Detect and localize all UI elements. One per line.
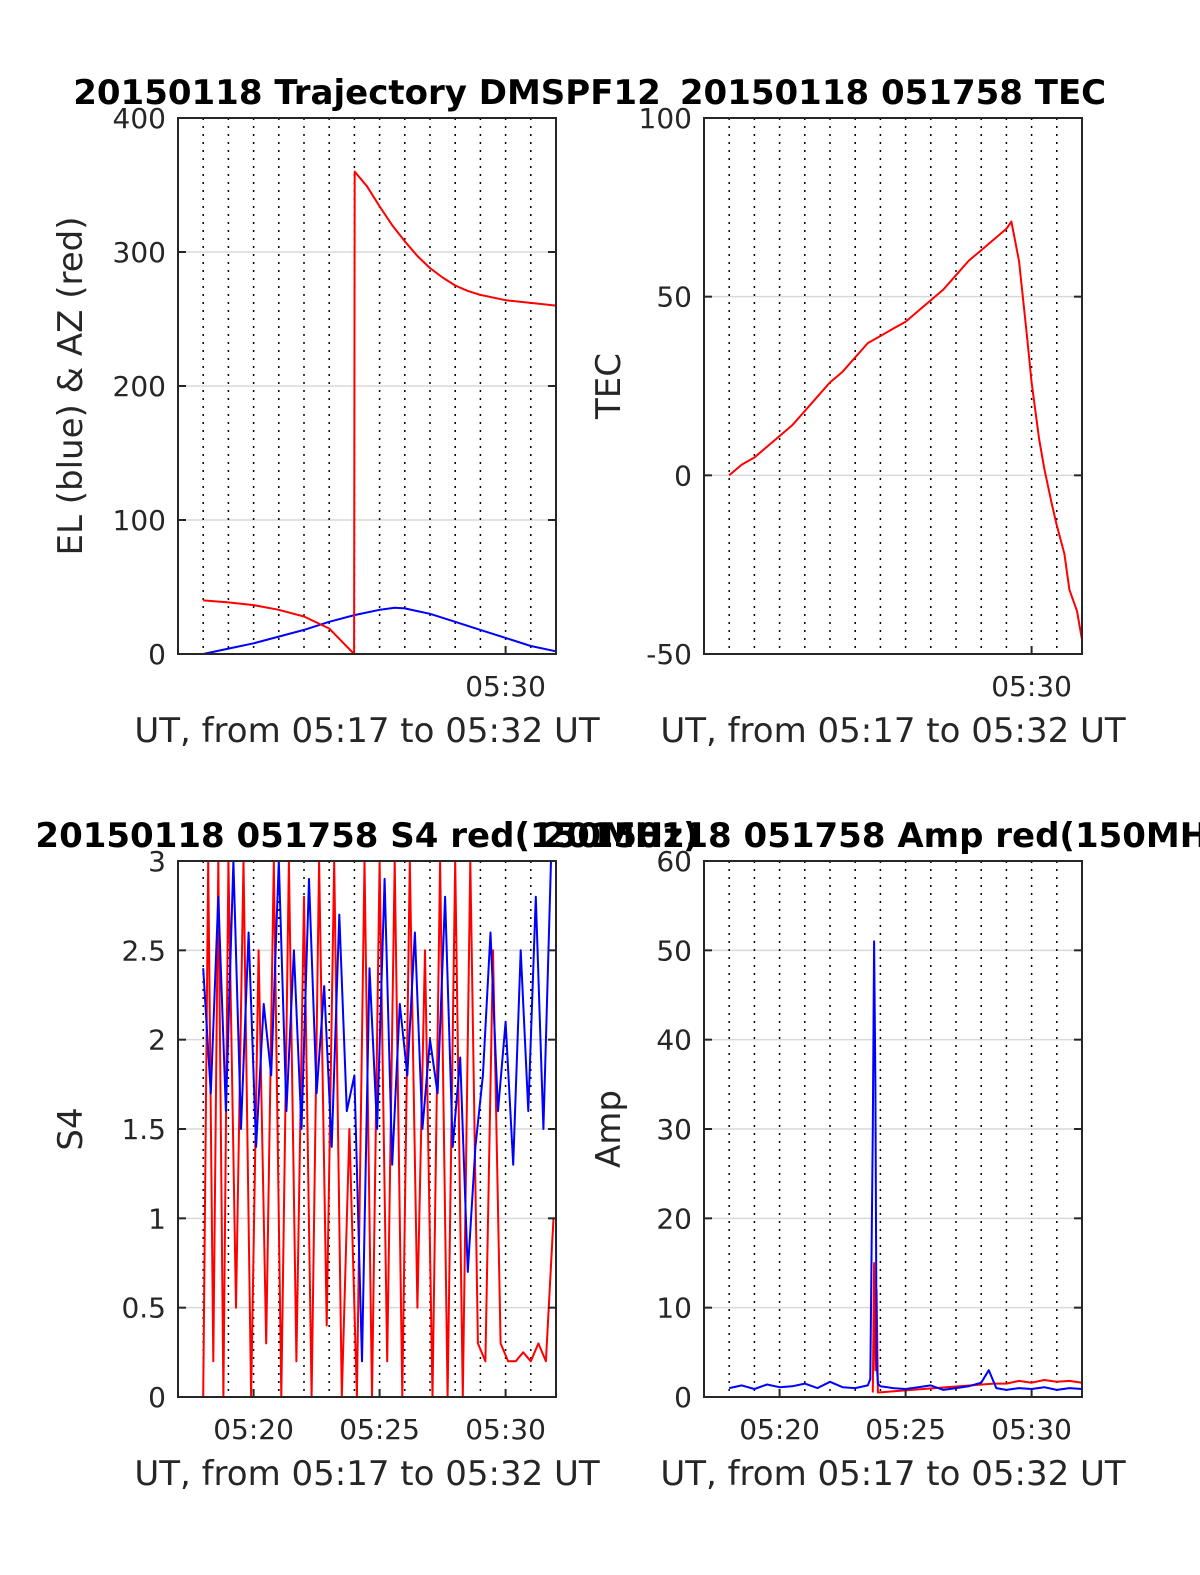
- y-axis-label: Amp: [589, 1090, 629, 1168]
- x-tick-label: 05:30: [991, 670, 1072, 703]
- y-tick-label: 60: [656, 845, 692, 878]
- x-axis-label: UT, from 05:17 to 05:32 UT: [660, 711, 1126, 751]
- y-tick-label: 0: [148, 638, 166, 671]
- amp-series-red: [871, 1262, 1083, 1394]
- chart-title: 20150118 051758 Amp red(150MHz): [542, 816, 1200, 856]
- tec-panel: -50 0 50 100 05:30 UT, from 05:17 to 05:32 UT…: [589, 73, 1126, 751]
- y-tick-label: 200: [113, 370, 166, 403]
- chart-title: 20150118 051758 S4 red(150MHz): [35, 816, 698, 856]
- x-axis-label: UT, from 05:17 to 05:32 UT: [660, 1454, 1126, 1494]
- y-tick-label: 30: [656, 1113, 692, 1146]
- y-tick-label: 0: [674, 459, 692, 492]
- x-tick-label: 05:20: [213, 1413, 294, 1446]
- y-axis-label: S4: [51, 1107, 91, 1150]
- y-tick-label: 20: [656, 1202, 692, 1235]
- x-tick-label: 05:30: [991, 1413, 1072, 1446]
- chart-title: 20150118 051758 TEC: [680, 73, 1106, 113]
- y-tick-label: 400: [113, 102, 166, 135]
- y-tick-label: -50: [646, 638, 692, 671]
- tec-series-red: [728, 220, 1083, 640]
- y-tick-label: 40: [656, 1024, 692, 1057]
- y-tick-label: 0: [148, 1381, 166, 1414]
- y-tick-label: 3: [148, 845, 166, 878]
- axes-box: [703, 117, 1083, 655]
- trajectory-series-red: [203, 170, 557, 655]
- y-tick-label: 100: [639, 102, 692, 135]
- y-tick-label: 50: [656, 934, 692, 967]
- amp-panel: 0 10 20 30 40 50 60 05:20 05:25 05:30 UT, from 05:…: [542, 816, 1200, 1494]
- y-axis-label: EL (blue) & AZ (red): [51, 216, 91, 555]
- y-tick-label: 0.5: [121, 1292, 166, 1325]
- amp-series-blue: [728, 940, 1083, 1391]
- y-tick-label: 1.5: [121, 1113, 166, 1146]
- trajectory-panel: 0 100 200 300 400 05:30 UT, from 05:17 to 05:3…: [51, 73, 661, 751]
- y-tick-label: 2.5: [121, 934, 166, 967]
- y-tick-label: 0: [674, 1381, 692, 1414]
- x-tick-label: 05:20: [739, 1413, 820, 1446]
- y-tick-label: 2: [148, 1024, 166, 1057]
- chart-title: 20150118 Trajectory DMSPF12: [73, 73, 661, 113]
- x-axis-label: UT, from 05:17 to 05:32 UT: [134, 1454, 600, 1494]
- s4-series-blue: [202, 860, 552, 1363]
- y-tick-label: 50: [656, 281, 692, 314]
- x-tick-label: 05:30: [465, 1413, 546, 1446]
- x-tick-label: 05:25: [339, 1413, 420, 1446]
- trajectory-series-blue: [202, 606, 557, 655]
- y-axis-label: TEC: [589, 353, 629, 420]
- x-axis-label: UT, from 05:17 to 05:32 UT: [134, 711, 600, 751]
- y-tick-label: 10: [656, 1292, 692, 1325]
- x-tick-label: 05:25: [865, 1413, 946, 1446]
- y-tick-label: 1: [148, 1202, 166, 1235]
- x-tick-label: 05:30: [465, 670, 546, 703]
- y-tick-label: 300: [113, 236, 166, 269]
- s4-panel: 0 0.5 1 1.5 2 2.5 3 05:20 05:25 05:30 UT, from 05:…: [35, 816, 698, 1494]
- y-tick-label: 100: [113, 504, 166, 537]
